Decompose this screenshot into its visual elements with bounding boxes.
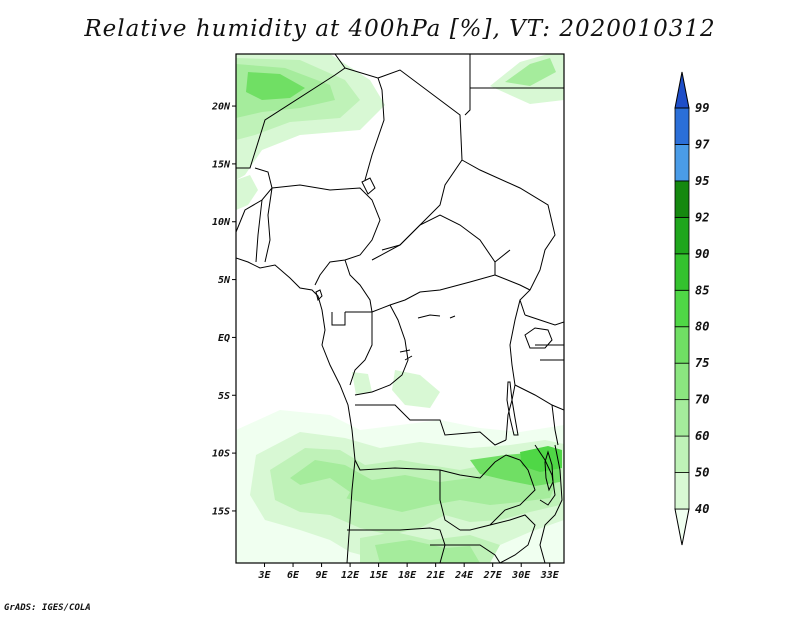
- humidity-shading: [236, 54, 564, 563]
- lat-tick-label: 15S: [212, 506, 230, 517]
- humidity-area-ne-60: [505, 58, 556, 86]
- lat-tick-label: 5S: [218, 391, 230, 402]
- lake-malawi: [544, 450, 554, 492]
- humidity-area-bottom-70: [375, 540, 480, 563]
- colorbar-box: [674, 253, 690, 291]
- humidity-area-s-70: [290, 460, 558, 512]
- colorbar: 40 50 60 70 75 80 85 90 92 95 97 99: [674, 71, 710, 546]
- border-malawi-mozambique: [534, 444, 563, 563]
- lon-tick-label: 30E: [511, 570, 531, 581]
- bioko-island: [315, 289, 323, 301]
- lon-tick-label: 15E: [370, 570, 389, 581]
- border-algeria-mali-niger: [344, 67, 385, 181]
- longitude-axis: 3E 6E 9E 12E 15E 18E 21E 24E 27E 30E 33E: [257, 563, 560, 581]
- colorbar-box: [674, 289, 690, 328]
- lake-tanganyika: [506, 381, 519, 436]
- lon-tick-label: 18E: [398, 570, 417, 581]
- lon-tick-label: 6E: [287, 570, 300, 581]
- country-borders: [236, 54, 564, 563]
- border-sudan: [461, 159, 556, 316]
- map-frame: [235, 53, 565, 564]
- humidity-area-s-85: [520, 446, 562, 472]
- lon-tick-label: 12E: [341, 570, 360, 581]
- latitude-axis: 20N 15N 10N 5N EQ 5S 10S 15S: [211, 102, 236, 517]
- lake-chad: [361, 177, 376, 195]
- humidity-area-c2-50: [352, 372, 372, 395]
- border-benin-togo: [255, 187, 273, 263]
- lat-tick-label: 5N: [218, 275, 231, 286]
- border-namibia-botswana: [347, 527, 501, 563]
- colorbar-box: [674, 362, 690, 401]
- border-burkina-ghana: [236, 167, 273, 233]
- humidity-area-sw-60: [300, 478, 350, 512]
- border-drc-east: [505, 299, 521, 441]
- lat-tick-label: EQ: [218, 333, 230, 344]
- colorbar-box: [674, 180, 690, 218]
- colorbar-label: 97: [695, 137, 710, 151]
- border-cameroon: [344, 259, 373, 313]
- colorbar-label: 70: [695, 393, 709, 407]
- humidity-area-c1-50: [392, 370, 440, 408]
- colorbar-label: 85: [695, 283, 709, 297]
- border-tanzania: [514, 384, 564, 446]
- colorbar-label: 92: [695, 210, 709, 224]
- lat-tick-label: 15N: [212, 159, 231, 170]
- lon-tick-label: 24E: [454, 570, 474, 581]
- colorbar-box: [674, 216, 690, 255]
- border-uganda-kenya: [524, 314, 564, 361]
- lat-tick-label: 20N: [211, 102, 231, 113]
- border-car: [371, 214, 496, 313]
- colorbar-label: 60: [695, 429, 709, 443]
- lat-tick-label: 10S: [212, 449, 230, 460]
- border-nigeria: [271, 184, 381, 286]
- colorbar-box: [674, 326, 690, 364]
- lon-tick-label: 27E: [483, 570, 503, 581]
- humidity-area-w-50: [236, 175, 258, 210]
- colorbar-lower-arrow: [674, 508, 690, 546]
- lake-victoria: [524, 327, 553, 349]
- colorbar-label: 40: [695, 502, 709, 516]
- colorbar-upper-arrow: [674, 71, 690, 109]
- river-congo: [399, 314, 456, 361]
- border-niger-chad: [377, 69, 463, 251]
- colorbar-label: 80: [695, 320, 709, 334]
- colorbar-label: 50: [695, 466, 709, 480]
- border-libya-egypt: [464, 54, 564, 116]
- lon-tick-label: 21E: [426, 570, 446, 581]
- colorbar-label: 90: [695, 247, 709, 261]
- colorbar-label: 99: [695, 101, 709, 115]
- colorbar-box: [674, 472, 690, 510]
- colorbar-label: 75: [695, 356, 709, 370]
- colorbar-box: [674, 435, 690, 473]
- colorbar-label: 95: [695, 174, 709, 188]
- chart-title: Relative humidity at 400hPa [%], VT: 202…: [84, 16, 716, 42]
- lon-tick-label: 9E: [316, 570, 329, 581]
- colorbar-box: [674, 144, 690, 182]
- lat-tick-label: 10N: [212, 217, 231, 228]
- border-zimbabwe: [489, 514, 536, 563]
- footer-credit: GrADS: IGES/COLA: [4, 603, 91, 613]
- border-angola-drc: [355, 404, 507, 446]
- colorbar-box: [674, 399, 690, 437]
- lon-tick-label: 33E: [540, 570, 560, 581]
- lon-tick-label: 3E: [257, 570, 271, 581]
- colorbar-box: [674, 107, 690, 145]
- humidity-area-nw-80: [246, 72, 305, 100]
- border-drc-north: [354, 304, 409, 396]
- border-south-sudan: [494, 249, 531, 291]
- border-congo: [331, 312, 373, 386]
